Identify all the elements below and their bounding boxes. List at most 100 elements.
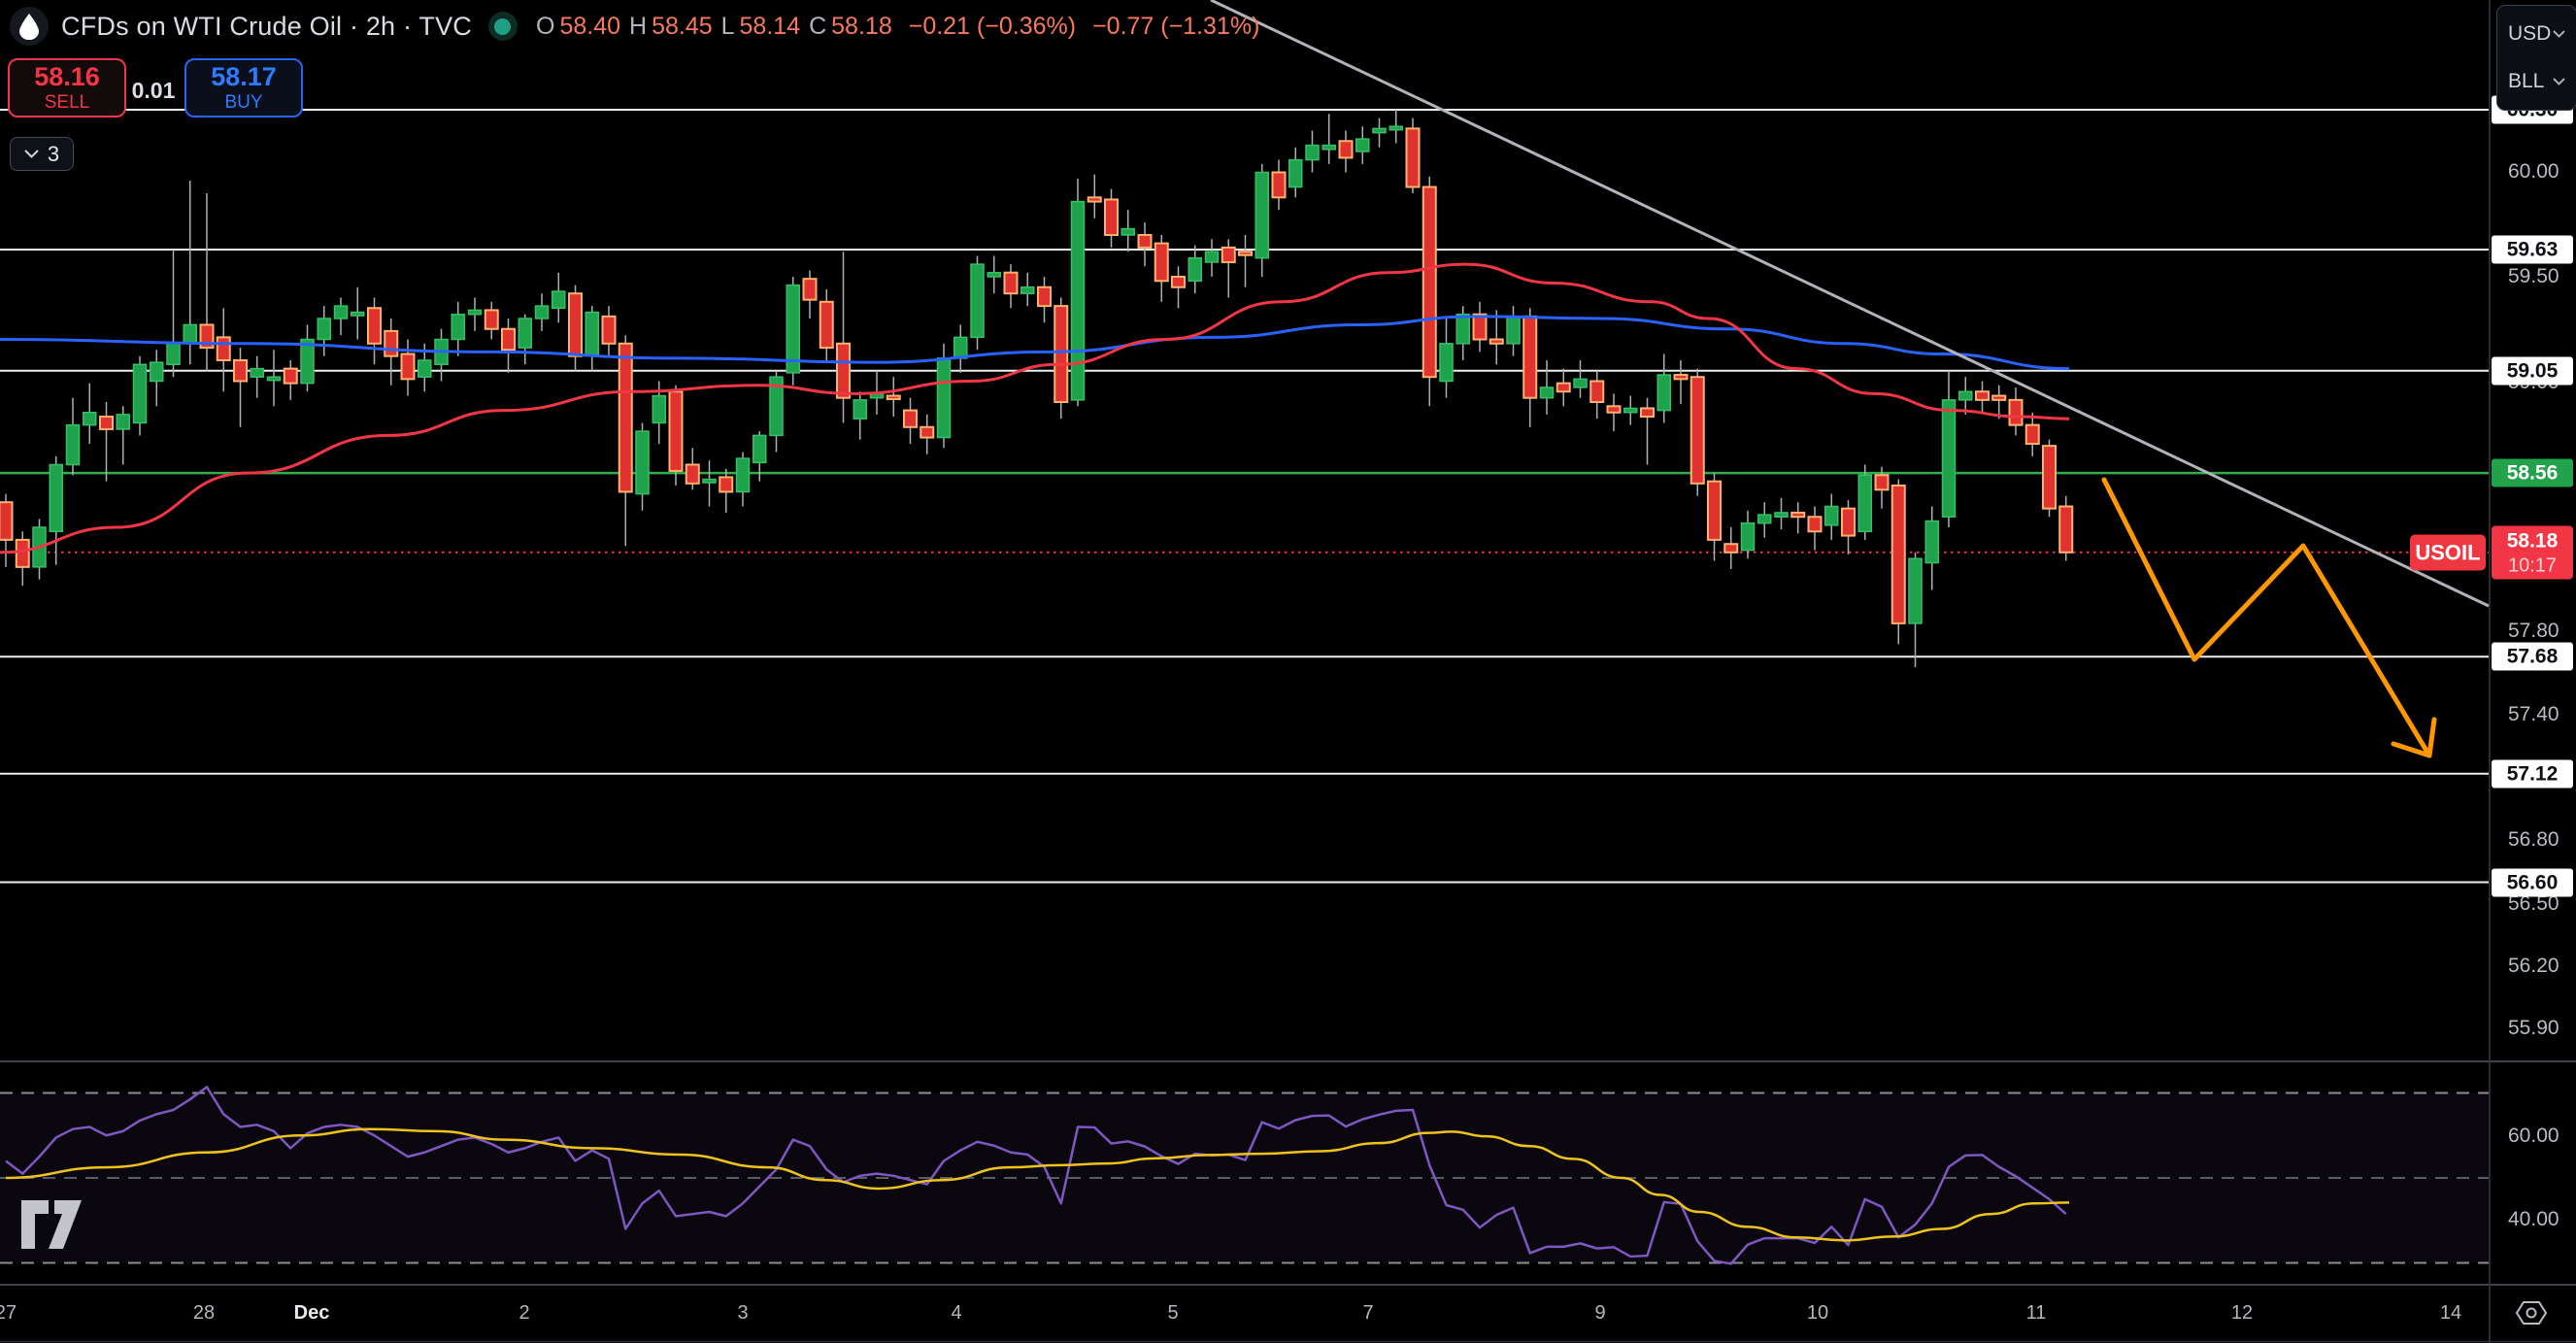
candle-body <box>49 463 63 533</box>
candle-body <box>1255 171 1269 259</box>
forecast-arrow[interactable] <box>2101 477 2432 758</box>
last-price-value: 58.18 <box>2506 529 2559 553</box>
candle-body <box>836 342 851 399</box>
time-axis-label: 11 <box>2025 1302 2047 1324</box>
time-scale[interactable] <box>0 1286 2489 1343</box>
high-value: 58.45 <box>652 12 713 40</box>
candle-body <box>903 409 918 428</box>
candle-body <box>2024 423 2040 445</box>
candle-body <box>1104 198 1119 236</box>
candle-body <box>1422 185 1437 379</box>
price-axis-label: 56.20 <box>2508 955 2559 977</box>
chevron-down-icon <box>2553 78 2565 86</box>
rsi-line <box>5 1086 2067 1265</box>
scale-settings-icon[interactable] <box>2510 1298 2553 1327</box>
candle-body <box>1908 557 1923 624</box>
candle-body <box>1121 227 1135 236</box>
open-value: 58.40 <box>559 12 620 40</box>
candle-body <box>1589 380 1605 403</box>
buy-price: 58.17 <box>211 62 277 92</box>
candle-body <box>886 394 901 401</box>
candle-body <box>1455 313 1470 345</box>
oil-drop-icon <box>10 7 49 46</box>
candle-body <box>1958 390 1973 401</box>
candle-body <box>233 359 248 383</box>
candle-body <box>1640 407 1655 419</box>
price-axis-label: 56.50 <box>2508 892 2559 915</box>
candle-body <box>333 305 349 319</box>
candle-body <box>1271 171 1287 199</box>
candle-body <box>451 313 465 341</box>
unit-dropdown[interactable]: BLL <box>2497 70 2576 93</box>
candle-body <box>2042 445 2057 510</box>
time-axis-label: 3 <box>737 1302 749 1324</box>
candle-body <box>400 353 416 381</box>
candle-body <box>702 478 717 484</box>
price-axis-label: 59.50 <box>2508 265 2559 287</box>
candle-body <box>1807 516 1823 533</box>
candle-body <box>601 315 617 345</box>
candle-body <box>1188 256 1202 283</box>
candle-body <box>652 394 666 424</box>
candle-body <box>936 357 952 439</box>
time-axis-label: 2 <box>519 1302 530 1324</box>
candle-body <box>552 290 566 309</box>
candle-body <box>685 463 700 485</box>
candle-body <box>1539 386 1555 399</box>
candle-body <box>1707 480 1722 541</box>
ma-blue-line <box>0 315 2070 371</box>
candle-body <box>953 336 968 359</box>
candle-body <box>1305 144 1320 161</box>
low-value: 58.14 <box>739 12 801 40</box>
candle-body <box>1689 376 1705 485</box>
candle-body <box>853 399 867 420</box>
candle-body <box>1522 315 1538 399</box>
sell-price: 58.16 <box>34 62 100 92</box>
candle-body <box>1087 196 1102 203</box>
candle-body <box>1857 474 1872 533</box>
price-level-badge: 59.63 <box>2492 235 2573 264</box>
candle-body <box>1037 285 1052 308</box>
candle-body <box>1288 158 1303 188</box>
candle-body <box>1204 251 1220 263</box>
candle-body <box>1890 485 1906 624</box>
candle-body <box>819 300 834 350</box>
candle-body <box>166 343 181 366</box>
candle-body <box>585 311 599 357</box>
time-axis-label: Dec <box>293 1302 330 1324</box>
high-label: H <box>629 12 648 40</box>
time-axis-label: 9 <box>1594 1302 1606 1324</box>
candle-body <box>1740 521 1756 552</box>
time-axis-label: 10 <box>1806 1302 1829 1324</box>
candle-body <box>1824 505 1839 526</box>
descending-trendline[interactable] <box>1210 0 2490 608</box>
symbol-title[interactable]: CFDs on WTI Crude Oil · 2h · TVC <box>61 11 472 41</box>
forecast-arrow-head <box>2391 741 2432 758</box>
candle-body <box>568 292 583 357</box>
candle-body <box>1991 394 2007 401</box>
candle-body <box>518 318 532 349</box>
candle-body <box>1489 338 1504 345</box>
price-axis-label: 60.00 <box>2508 160 2559 183</box>
low-label: L <box>720 12 735 40</box>
price-level-badge: 57.12 <box>2492 759 2573 789</box>
candle-body <box>753 434 767 464</box>
buy-label: BUY <box>224 91 263 113</box>
candle-body <box>15 538 30 568</box>
currency-dropdown[interactable]: USD <box>2497 22 2576 46</box>
market-status-icon <box>487 12 518 41</box>
candle-body <box>1774 512 1789 519</box>
candle-body <box>384 329 399 357</box>
candle-body <box>534 305 550 319</box>
indicators-collapse-button[interactable]: 3 <box>10 137 74 171</box>
candle-body <box>920 425 935 439</box>
buy-button[interactable]: 58.17 BUY <box>184 58 303 118</box>
candle-body <box>132 363 148 424</box>
sell-button[interactable]: 58.16 SELL <box>8 58 126 118</box>
price-axis-label: 60.00 <box>2508 1125 2559 1147</box>
candle-body <box>1975 390 1990 401</box>
candle-body <box>283 367 298 385</box>
time-axis-label: 14 <box>2439 1302 2462 1324</box>
